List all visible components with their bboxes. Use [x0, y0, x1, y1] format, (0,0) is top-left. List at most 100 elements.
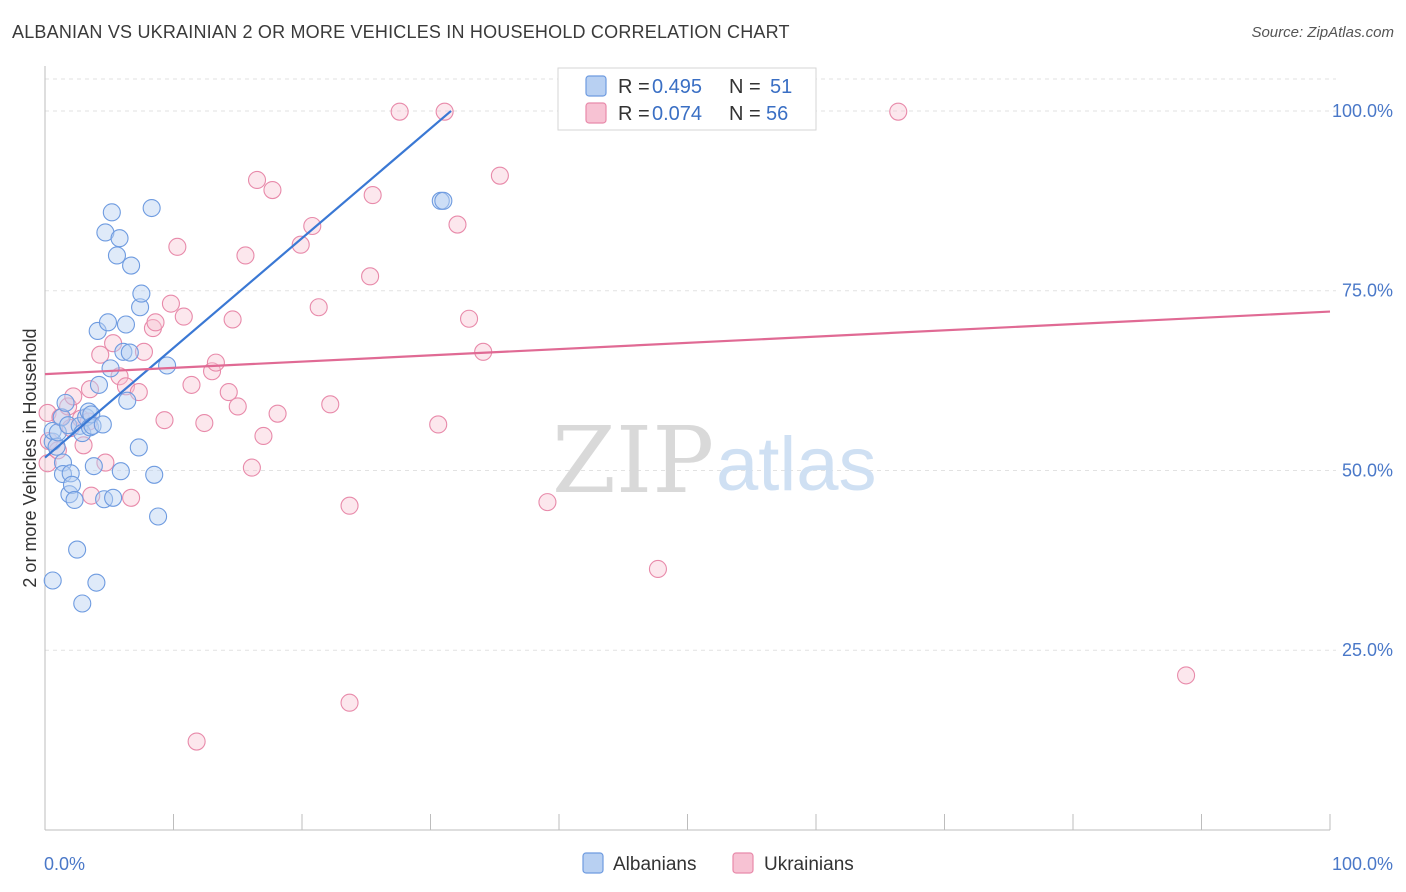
legend-r-label: R =	[618, 76, 650, 98]
ukrainian-point	[155, 411, 174, 430]
ukrainian-point	[174, 307, 193, 326]
albanian-point	[120, 343, 139, 362]
albanian-point	[114, 342, 133, 361]
legend-label-ukrainians: Ukrainians	[764, 854, 854, 875]
legend-r-label: R =	[618, 103, 650, 125]
chart-title: ALBANIAN VS UKRAINIAN 2 OR MORE VEHICLES…	[12, 22, 790, 42]
ukrainian-point	[168, 237, 187, 256]
albanian-point	[107, 246, 127, 265]
legend-label-albanians: Albanians	[613, 854, 696, 875]
ukrainian-point	[448, 215, 467, 234]
x-tick-labels: 0.0% 100.0%	[44, 854, 1393, 874]
ukrainian-point	[363, 186, 382, 205]
albanian-point	[131, 298, 150, 317]
albanian-point	[129, 438, 148, 457]
ukrainian-point	[223, 310, 242, 329]
albanians-trend-line	[44, 110, 452, 459]
albanian-point	[62, 475, 82, 494]
watermark-zip: ZIP	[552, 407, 714, 514]
ukrainian-point	[122, 488, 141, 507]
albanian-point	[142, 198, 161, 218]
albanian-point	[158, 356, 177, 375]
ukrainian-point	[291, 235, 310, 254]
albanian-point	[68, 540, 87, 559]
ukrainian-point	[80, 380, 100, 399]
ukrainian-point	[361, 267, 380, 286]
albanian-point	[43, 571, 62, 590]
albanian-point	[87, 573, 106, 592]
ukrainian-point	[254, 426, 273, 446]
ukrainian-point	[146, 313, 165, 332]
watermark: ZIP atlas	[552, 407, 877, 514]
legend-r-albanians: 0.495	[652, 76, 702, 98]
ukrainian-point	[429, 415, 448, 434]
ukrainian-point	[219, 383, 238, 402]
ukrainians-points	[38, 102, 1196, 751]
albanian-point	[82, 405, 101, 424]
ukrainian-point	[648, 559, 667, 579]
ukrainian-point	[228, 397, 247, 416]
y-tick-label: 25.0%	[1342, 640, 1393, 660]
albanian-point	[110, 229, 129, 248]
albanian-point	[84, 457, 103, 476]
ukrainian-point	[268, 404, 287, 423]
ukrainian-point	[161, 294, 180, 313]
watermark-atlas: atlas	[716, 422, 877, 507]
albanian-point	[65, 490, 84, 510]
ukrainian-point	[195, 413, 214, 433]
albanian-point	[98, 313, 118, 332]
x-tick-label: 100.0%	[1332, 854, 1393, 874]
legend-n-label: N =	[729, 103, 761, 125]
albanian-point	[95, 490, 114, 509]
ukrainian-point	[303, 216, 322, 236]
ukrainian-point	[247, 170, 267, 190]
ukrainian-point	[459, 309, 479, 328]
x-tick-label: 0.0%	[44, 854, 85, 874]
ukrainian-point	[134, 342, 153, 361]
ukrainian-point	[1177, 666, 1196, 685]
ukrainian-point	[187, 732, 206, 751]
y-axis-label: 2 or more Vehicles in Household	[20, 328, 40, 587]
y-tick-labels: 25.0% 50.0% 75.0% 100.0%	[1332, 101, 1393, 660]
ukrainian-point	[309, 298, 328, 317]
gridlines	[45, 78, 1336, 651]
albanian-point	[111, 462, 130, 481]
legend-n-label: N =	[729, 76, 761, 98]
albanian-point	[93, 415, 112, 434]
legend-n-albanians: 51	[770, 76, 792, 98]
ukrainian-point	[263, 180, 282, 200]
legend-swatch-ukrainians	[585, 102, 607, 124]
trend-lines	[44, 110, 1331, 459]
legend-key-ukrainians	[732, 852, 754, 874]
legend-n-ukrainians: 56	[766, 103, 788, 125]
correlation-legend: R = 0.495 N = 51 R = 0.074 N = 56	[557, 67, 817, 131]
albanian-point	[101, 359, 120, 378]
ukrainian-point	[340, 496, 359, 515]
albanian-point	[61, 464, 80, 483]
ukrainian-point	[242, 458, 261, 477]
albanians-points	[43, 191, 453, 613]
y-tick-label: 50.0%	[1342, 460, 1393, 480]
ukrainian-point	[435, 102, 454, 121]
ukrainian-point	[538, 493, 557, 512]
ukrainian-point	[390, 102, 409, 121]
ukrainian-point	[182, 375, 201, 394]
ukrainian-point	[340, 693, 359, 712]
ukrainian-point	[206, 353, 225, 372]
ukrainian-point	[321, 395, 340, 414]
albanian-point	[434, 191, 453, 210]
albanian-point	[118, 391, 137, 410]
legend-r-ukrainians: 0.074	[652, 103, 702, 125]
albanian-point	[48, 423, 67, 442]
series-legend: Albanians Ukrainians	[582, 852, 854, 875]
y-tick-label: 100.0%	[1332, 101, 1393, 121]
ukrainians-trend-line	[44, 310, 1331, 376]
ukrainian-point	[889, 102, 908, 121]
ukrainian-point	[96, 453, 115, 472]
albanian-point	[122, 256, 141, 275]
albanian-point	[149, 507, 168, 526]
albanian-point	[89, 375, 109, 394]
y-tick-label: 75.0%	[1342, 281, 1393, 301]
legend-swatch-albanians	[585, 75, 607, 97]
